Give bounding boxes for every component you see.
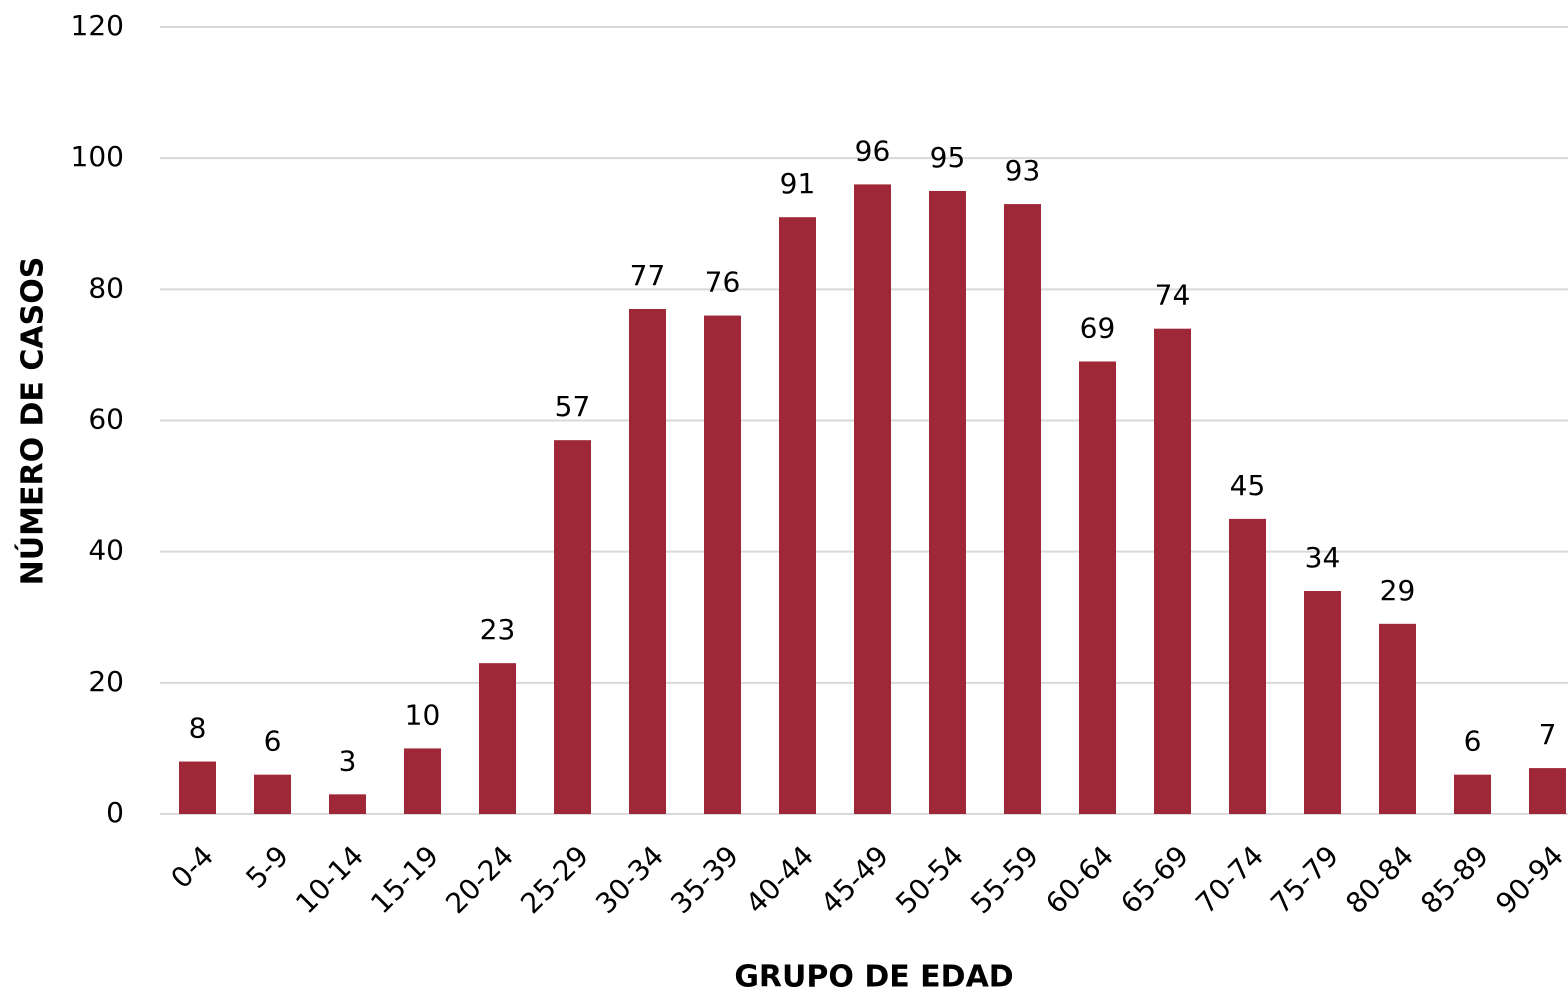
bar bbox=[254, 774, 291, 814]
x-tick-label: 10-14 bbox=[289, 839, 370, 920]
bar bbox=[179, 761, 216, 814]
y-tick-label: 20 bbox=[88, 665, 124, 698]
x-tick-label: 50-54 bbox=[889, 839, 970, 920]
bar bbox=[704, 315, 741, 814]
bar bbox=[854, 184, 891, 814]
y-tick-label: 60 bbox=[88, 403, 124, 436]
x-tick-label: 55-59 bbox=[964, 839, 1045, 920]
bar bbox=[1004, 204, 1041, 814]
x-tick-label: 30-34 bbox=[589, 839, 670, 920]
x-tick-label: 75-79 bbox=[1264, 839, 1345, 920]
y-tick-label: 120 bbox=[71, 9, 124, 42]
x-tick-label: 35-39 bbox=[664, 839, 745, 920]
data-label: 7 bbox=[1539, 718, 1557, 751]
x-tick-label: 90-94 bbox=[1489, 839, 1568, 920]
bar bbox=[1529, 768, 1566, 814]
x-tick-label: 15-19 bbox=[364, 839, 445, 920]
x-tick-label: 40-44 bbox=[739, 839, 820, 920]
data-label: 74 bbox=[1155, 279, 1191, 312]
data-label: 95 bbox=[930, 141, 966, 174]
x-tick-label: 85-89 bbox=[1414, 839, 1495, 920]
x-tick-label: 70-74 bbox=[1189, 839, 1270, 920]
bar bbox=[929, 190, 966, 815]
x-tick-label: 20-24 bbox=[439, 839, 520, 920]
x-tick-label: 5-9 bbox=[239, 839, 295, 895]
data-label: 96 bbox=[855, 134, 891, 167]
data-label: 91 bbox=[780, 167, 816, 200]
bar bbox=[1154, 328, 1191, 814]
data-label: 34 bbox=[1305, 541, 1341, 574]
y-tick-label: 100 bbox=[71, 140, 124, 173]
data-label: 45 bbox=[1230, 469, 1266, 502]
data-label: 29 bbox=[1380, 574, 1416, 607]
bar bbox=[329, 794, 366, 814]
bar bbox=[479, 663, 516, 814]
bar bbox=[1304, 591, 1341, 814]
data-label: 23 bbox=[480, 613, 516, 646]
data-label: 77 bbox=[630, 259, 666, 292]
data-label: 93 bbox=[1005, 154, 1041, 187]
bar bbox=[629, 309, 666, 814]
bar bbox=[1229, 518, 1266, 814]
x-tick-label: 25-29 bbox=[514, 839, 595, 920]
data-label: 3 bbox=[339, 744, 357, 777]
data-label: 69 bbox=[1080, 311, 1116, 344]
data-label: 57 bbox=[555, 390, 591, 423]
x-axis-title: GRUPO DE EDAD bbox=[734, 960, 1013, 993]
bar bbox=[779, 217, 816, 815]
data-label: 6 bbox=[264, 725, 282, 758]
x-tick-label: 80-84 bbox=[1339, 839, 1420, 920]
y-tick-label: 40 bbox=[88, 534, 124, 567]
x-tick-label: 60-64 bbox=[1039, 839, 1120, 920]
y-tick-label: 0 bbox=[106, 796, 124, 829]
x-tick-label: 65-69 bbox=[1114, 839, 1195, 920]
bar bbox=[404, 748, 441, 814]
data-label: 10 bbox=[405, 698, 441, 731]
x-tick-label: 45-49 bbox=[814, 839, 895, 920]
data-label: 8 bbox=[189, 712, 207, 745]
bar bbox=[1454, 774, 1491, 814]
x-tick-label: 0-4 bbox=[164, 839, 220, 895]
y-tick-label: 80 bbox=[88, 271, 124, 304]
data-label: 76 bbox=[705, 266, 741, 299]
data-label: 6 bbox=[1464, 725, 1482, 758]
bar bbox=[1079, 361, 1116, 814]
bar bbox=[1379, 623, 1416, 814]
bar bbox=[554, 440, 591, 814]
y-axis-title: NÚMERO DE CASOS bbox=[14, 257, 51, 586]
